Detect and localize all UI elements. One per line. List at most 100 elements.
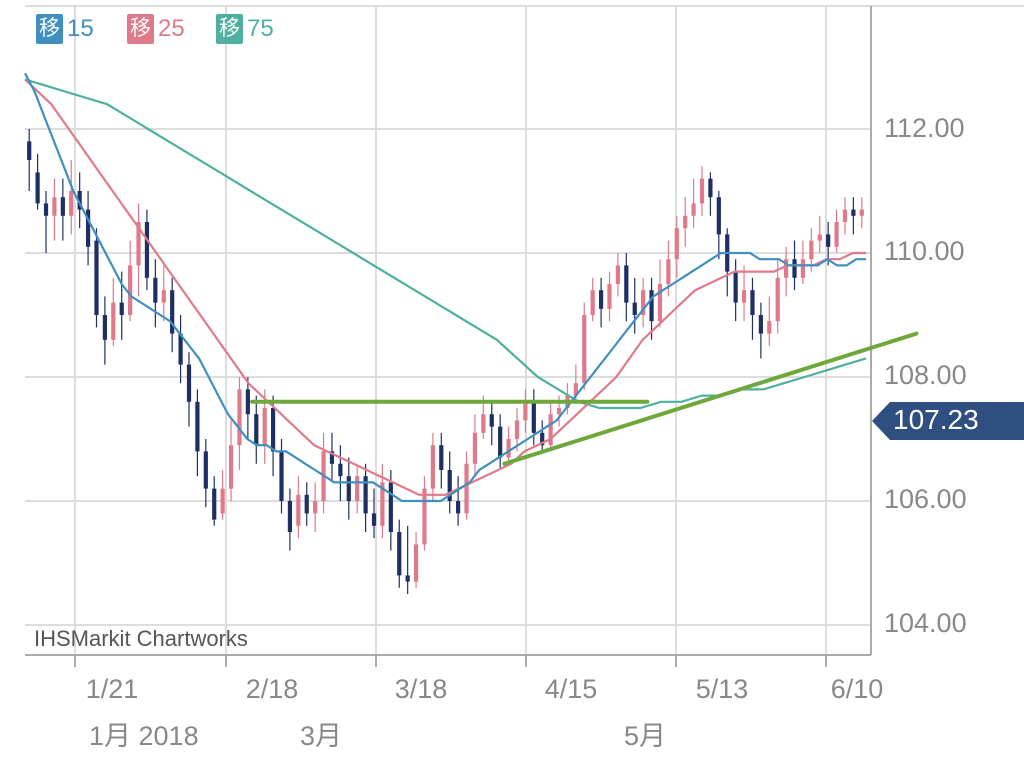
candle-body [279,451,284,501]
candle-body [464,463,469,514]
candle-body [447,470,452,501]
trend-lines [250,331,919,466]
candle-body [632,302,637,315]
candle-body [119,302,124,315]
candle-body [329,451,335,464]
candle-body [859,209,864,216]
candle-body [514,420,520,439]
candle-body [346,476,351,501]
candle-body [128,265,133,315]
candle-body [186,364,192,402]
candle-body [254,414,259,446]
candle-body [784,259,789,278]
x-tick-label: 1/21 [85,674,139,704]
candle-body [842,209,848,222]
chart-watermark: IHSMarkit Chartworks [34,626,248,651]
candle-body [161,290,166,303]
candle-body [556,408,562,415]
candle-body [338,463,343,477]
candle-body [212,488,217,520]
candle-body [716,197,721,235]
candle-body [792,259,797,278]
candle-body [170,290,175,334]
candle-body [481,414,486,433]
candle-body [220,488,225,514]
candle-body [582,315,587,384]
legend-ma75: 移 75 [216,14,274,44]
candle-body [262,408,267,446]
candle-body [371,513,377,526]
last-price-tag [872,402,1024,440]
candle-body [27,141,32,160]
x-tick-label: 6/10 [830,674,884,704]
candle-body [489,414,494,427]
candle-body [472,432,478,464]
x-tick-label: 2/18 [245,674,299,704]
y-tick-label: 106.00 [884,484,967,514]
candle-body [607,284,612,309]
x-tick-label: 4/15 [544,674,598,704]
candle-body [615,265,621,284]
candle-body [767,321,772,334]
candle-body [405,575,410,582]
candle-body [666,259,671,284]
candle-body [834,222,839,247]
candle-body [397,532,402,576]
legend-badge-ma75: 移 [216,14,243,44]
candle-body [355,476,360,501]
grid-lines [25,6,871,655]
candle-body [363,476,368,514]
candle-body [699,178,705,204]
candle-body [590,290,595,315]
candle-body [43,203,49,216]
candle-body [304,494,309,514]
candle-body [313,501,318,514]
candle-body [506,439,511,458]
candle-body [624,265,629,303]
candle-body [430,445,435,489]
ma15-line [24,72,866,503]
x-tick-label: 5/13 [695,674,749,704]
candle-body [85,209,91,247]
candle-body [641,290,646,315]
candle-body [750,290,755,315]
legend-badge-ma15: 移 [36,14,63,44]
candle-body [413,544,419,582]
candle-body [195,401,200,452]
candle-body [52,197,57,216]
legend-ma25: 移 25 [127,14,185,44]
candle-body [657,284,663,322]
y-tick-label: 112.00 [884,113,965,143]
candle-body [800,259,806,278]
candle-body [573,383,578,396]
candle-body [674,228,679,260]
candle-body [598,290,604,309]
candle-body [498,426,503,458]
candle-body [817,234,822,241]
candle-body [144,222,150,278]
candle-body [228,445,234,489]
legend-badge-ma25: 移 [127,14,154,44]
candle-body [136,222,141,266]
month-label: 1月 2018 [89,721,199,751]
legend-value-ma15: 15 [67,15,94,42]
candle-body [691,203,696,216]
candle-body [733,271,738,303]
y-tick-label: 110.00 [884,236,965,266]
candle-body [102,315,107,340]
x-tick-label: 3/18 [394,674,448,704]
candle-body [111,302,116,340]
candle-body [237,389,242,446]
candle-body [153,277,158,303]
trend-line [502,331,919,466]
candle-body [809,240,814,260]
candle-body [422,488,427,545]
candle-body [649,290,654,322]
candle-body [35,172,40,204]
candle-body [178,333,183,365]
candle-body [69,191,74,216]
candle-body [203,451,208,489]
candle-body [826,234,831,247]
candle-body [456,501,461,514]
candle-body [851,209,856,216]
